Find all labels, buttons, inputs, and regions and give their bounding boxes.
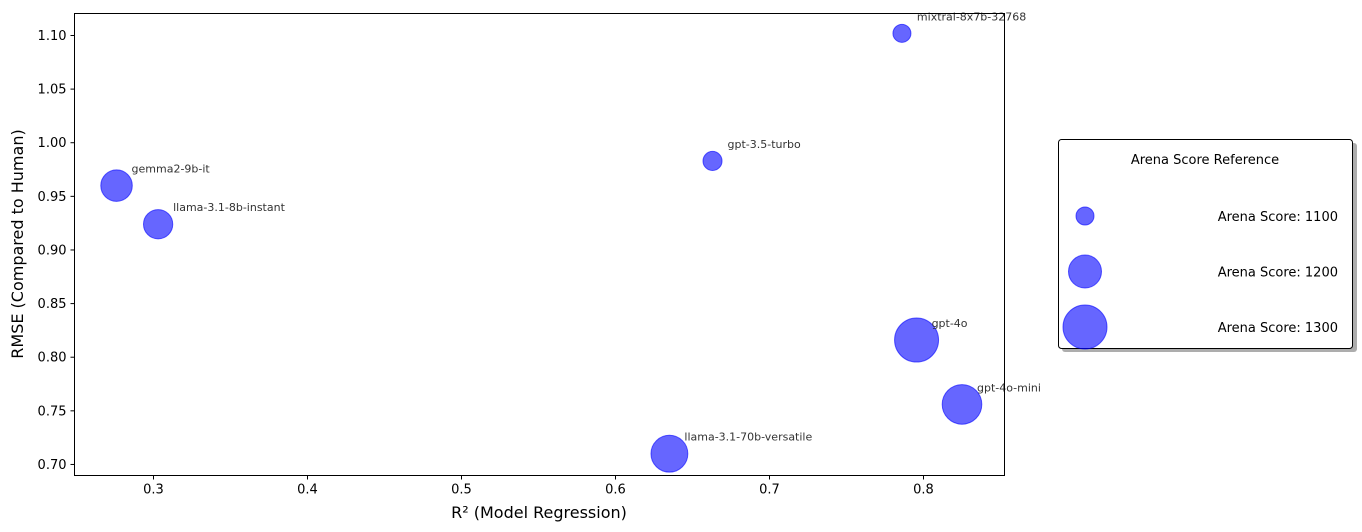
x-tick-label: 0.8 bbox=[913, 483, 934, 498]
data-point bbox=[894, 317, 940, 363]
y-tick-label: 0.95 bbox=[38, 190, 67, 205]
y-tick-label: 1.10 bbox=[38, 29, 67, 44]
legend: Arena Score Reference Arena Score: 1100 A… bbox=[1058, 139, 1357, 352]
data-point bbox=[142, 209, 174, 240]
legend-label: Arena Score: 1300 bbox=[1218, 321, 1338, 336]
legend-label: Arena Score: 1200 bbox=[1218, 266, 1338, 281]
legend-marker bbox=[1062, 304, 1108, 350]
y-tick-label: 0.70 bbox=[38, 458, 67, 473]
data-point bbox=[892, 23, 912, 43]
point-label: llama-3.1-70b-versatile bbox=[684, 431, 812, 444]
point-label: gemma2-9b-it bbox=[132, 163, 211, 176]
x-tick-label: 0.7 bbox=[759, 483, 780, 498]
point-label: gpt-4o bbox=[932, 317, 968, 330]
data-point bbox=[650, 434, 689, 473]
x-tick-label: 0.5 bbox=[451, 483, 472, 498]
x-tick-label: 0.4 bbox=[297, 483, 318, 498]
x-axis-label: R² (Model Regression) bbox=[451, 503, 627, 522]
data-point bbox=[702, 150, 723, 171]
legend-title: Arena Score Reference bbox=[1131, 153, 1279, 168]
plot-frame bbox=[74, 13, 1005, 476]
legend-marker bbox=[1075, 206, 1095, 226]
legend-frame bbox=[1058, 139, 1353, 349]
legend-label: Arena Score: 1100 bbox=[1218, 210, 1338, 225]
point-label: gpt-4o-mini bbox=[977, 381, 1041, 394]
y-tick-label: 1.00 bbox=[38, 136, 67, 151]
point-label: mixtral-8x7b-32768 bbox=[917, 10, 1026, 23]
legend-marker bbox=[1068, 254, 1102, 289]
y-axis-label: RMSE (Compared to Human) bbox=[8, 129, 27, 358]
x-tick-label: 0.6 bbox=[605, 483, 626, 498]
y-tick-label: 1.05 bbox=[38, 83, 67, 98]
y-tick-label: 0.90 bbox=[38, 243, 67, 258]
y-tick-label: 0.85 bbox=[38, 297, 67, 312]
data-point bbox=[941, 384, 983, 425]
x-tick-label: 0.3 bbox=[143, 483, 164, 498]
data-point bbox=[100, 169, 133, 202]
point-label: gpt-3.5-turbo bbox=[728, 138, 801, 151]
y-tick-label: 0.80 bbox=[38, 351, 67, 366]
point-label: llama-3.1-8b-instant bbox=[173, 201, 285, 214]
y-tick-label: 0.75 bbox=[38, 404, 67, 419]
